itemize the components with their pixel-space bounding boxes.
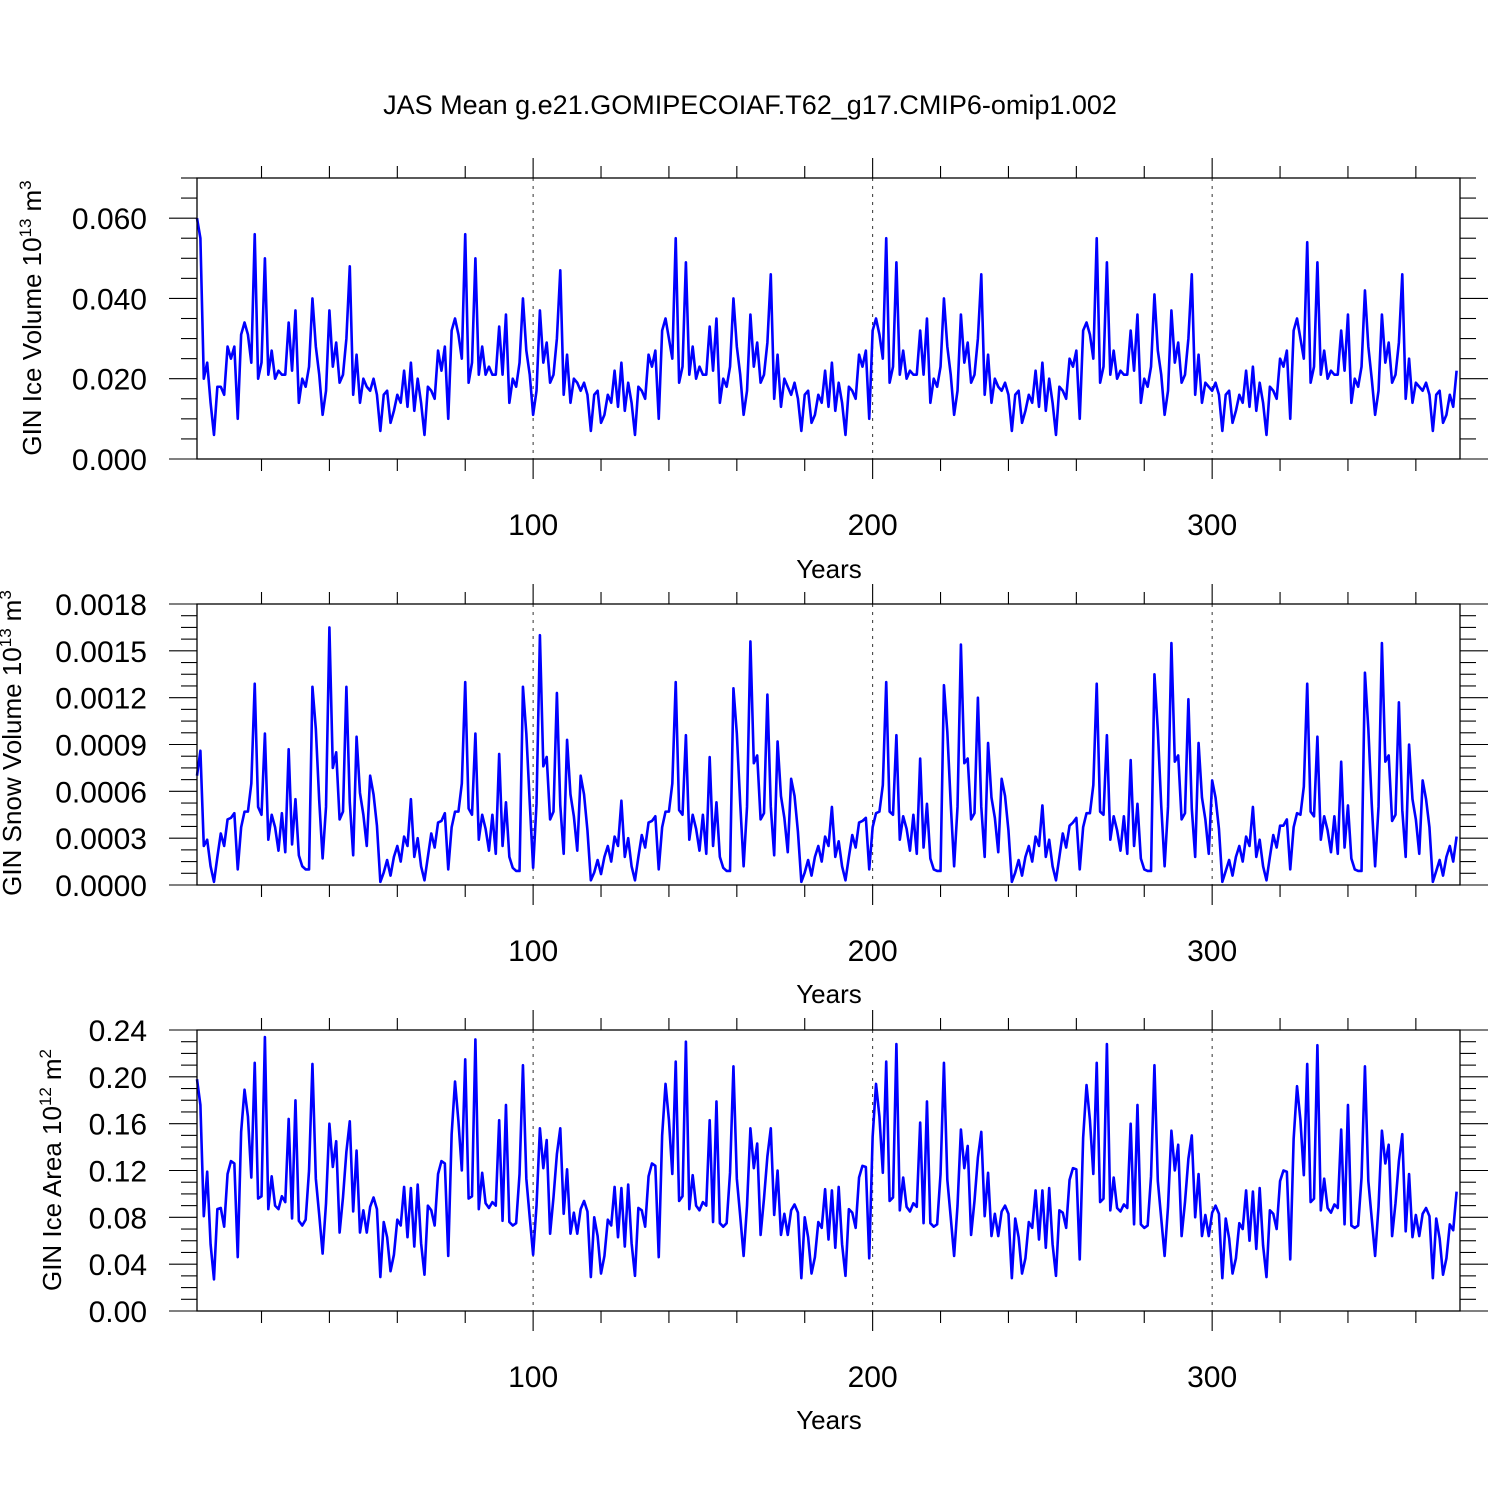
- ice-volume-plot-frame: [196, 177, 1461, 460]
- ice-area-xlabel: Years: [796, 1405, 862, 1435]
- ice-volume-series-layer: [195, 178, 1458, 459]
- snow-volume-y-tick-label-1: 0.0003: [55, 823, 147, 856]
- snow-volume-y-tick-label-4: 0.0012: [55, 683, 147, 716]
- ice-area-ylabel-unit-exponent: 2: [36, 1049, 55, 1058]
- ice-volume-ylabel-main: GIN Ice Volume 10: [17, 237, 47, 455]
- panel-ice-area: 100 200 300 0.00 0.04 0.08 0.12 0.16 0.20 0.24 Ye…: [36, 1010, 1488, 1435]
- ice-volume-y-tick-label-1: 0.020: [72, 364, 147, 397]
- ice-area-x-tick-label-300: 300: [1187, 1361, 1237, 1394]
- snow-volume-y-tick-label-0: 0.0000: [55, 870, 147, 903]
- ice-volume-y-tick-label-0: 0.000: [72, 444, 147, 477]
- snow-volume-x-tick-label-200: 200: [848, 935, 898, 968]
- ice-area-y-tick-label-1: 0.04: [89, 1249, 147, 1282]
- ice-area-y-tick-label-3: 0.12: [89, 1156, 147, 1189]
- snow-volume-y-tick-label-2: 0.0006: [55, 776, 147, 809]
- ice-volume-ylabel-exponent: 13: [16, 218, 35, 237]
- ice-area-y-tick-label-4: 0.16: [89, 1109, 147, 1142]
- snow-volume-x-tick-label-100: 100: [508, 935, 558, 968]
- snow-volume-x-tick-label-300: 300: [1187, 935, 1237, 968]
- ice-volume-y-tick-label-2: 0.040: [72, 283, 147, 316]
- ice-volume-xlabel: Years: [796, 554, 862, 584]
- ice-area-ylabel-exponent: 12: [36, 1087, 55, 1106]
- ice-volume-y-tick-label-3: 0.060: [72, 203, 147, 236]
- snow-volume-ylabel-exponent: 13: [0, 628, 15, 647]
- snow-volume-y-tick-label-6: 0.0018: [55, 589, 147, 622]
- snow-volume-ylabel-unit-exponent: 3: [0, 590, 15, 599]
- ice-area-x-tick-label-200: 200: [848, 1361, 898, 1394]
- ice-volume-ylabel-unit-exponent: 3: [16, 180, 35, 189]
- ice-area-plot-frame: [196, 1029, 1461, 1312]
- ice-volume-x-tick-label-300: 300: [1187, 509, 1237, 542]
- snow-volume-y-tick-label-3: 0.0009: [55, 730, 147, 763]
- snow-volume-ylabel-main: GIN Snow Volume 10: [0, 647, 27, 896]
- ice-volume-axis-layer: 100 200 300 0.000 0.020 0.040 0.060: [72, 158, 1488, 542]
- ice-volume-ylabel: GIN Ice Volume 1013 m3: [16, 180, 47, 455]
- snow-volume-xlabel: Years: [796, 979, 862, 1009]
- panel-ice-volume: 100 200 300 0.000 0.020 0.040 0.060 Years GIN …: [16, 158, 1488, 584]
- ice-area-series-line: [195, 1035, 1458, 1281]
- ice-area-x-tick-label-100: 100: [508, 1361, 558, 1394]
- ice-volume-x-tick-label-200: 200: [848, 509, 898, 542]
- ice-area-ylabel: GIN Ice Area 1012 m2: [36, 1049, 67, 1291]
- ice-area-axis-layer: 100 200 300 0.00 0.04 0.08 0.12 0.16 0.20 0.24: [89, 1010, 1488, 1394]
- snow-volume-ylabel: GIN Snow Volume 1013 m3: [0, 590, 27, 896]
- ice-volume-ylabel-unit: m: [17, 190, 47, 212]
- ice-area-ylabel-main: GIN Ice Area 10: [37, 1106, 67, 1291]
- figure-title: JAS Mean g.e21.GOMIPECOIAF.T62_g17.CMIP6…: [383, 90, 1117, 120]
- ice-area-series-layer: [195, 1030, 1458, 1311]
- ice-volume-series-line: [195, 217, 1458, 437]
- ice-area-y-tick-label-2: 0.08: [89, 1202, 147, 1235]
- ice-area-y-tick-label-5: 0.20: [89, 1062, 147, 1095]
- ice-area-ylabel-unit: m: [37, 1058, 67, 1080]
- panel-snow-volume: 100 200 300 0.0000 0.0003 0.0006 0.0009 0.0012 0…: [0, 584, 1488, 1009]
- ice-area-y-tick-label-0: 0.00: [89, 1296, 147, 1329]
- ice-volume-x-tick-label-100: 100: [508, 509, 558, 542]
- ice-area-y-tick-label-6: 0.24: [89, 1015, 147, 1048]
- snow-volume-ylabel-unit: m: [0, 600, 27, 622]
- snow-volume-axis-layer: 100 200 300 0.0000 0.0003 0.0006 0.0009 0.0012 0…: [55, 584, 1488, 968]
- snow-volume-y-tick-label-5: 0.0015: [55, 636, 147, 669]
- snow-volume-series-layer: [195, 604, 1458, 885]
- snow-volume-series-line: [195, 626, 1458, 884]
